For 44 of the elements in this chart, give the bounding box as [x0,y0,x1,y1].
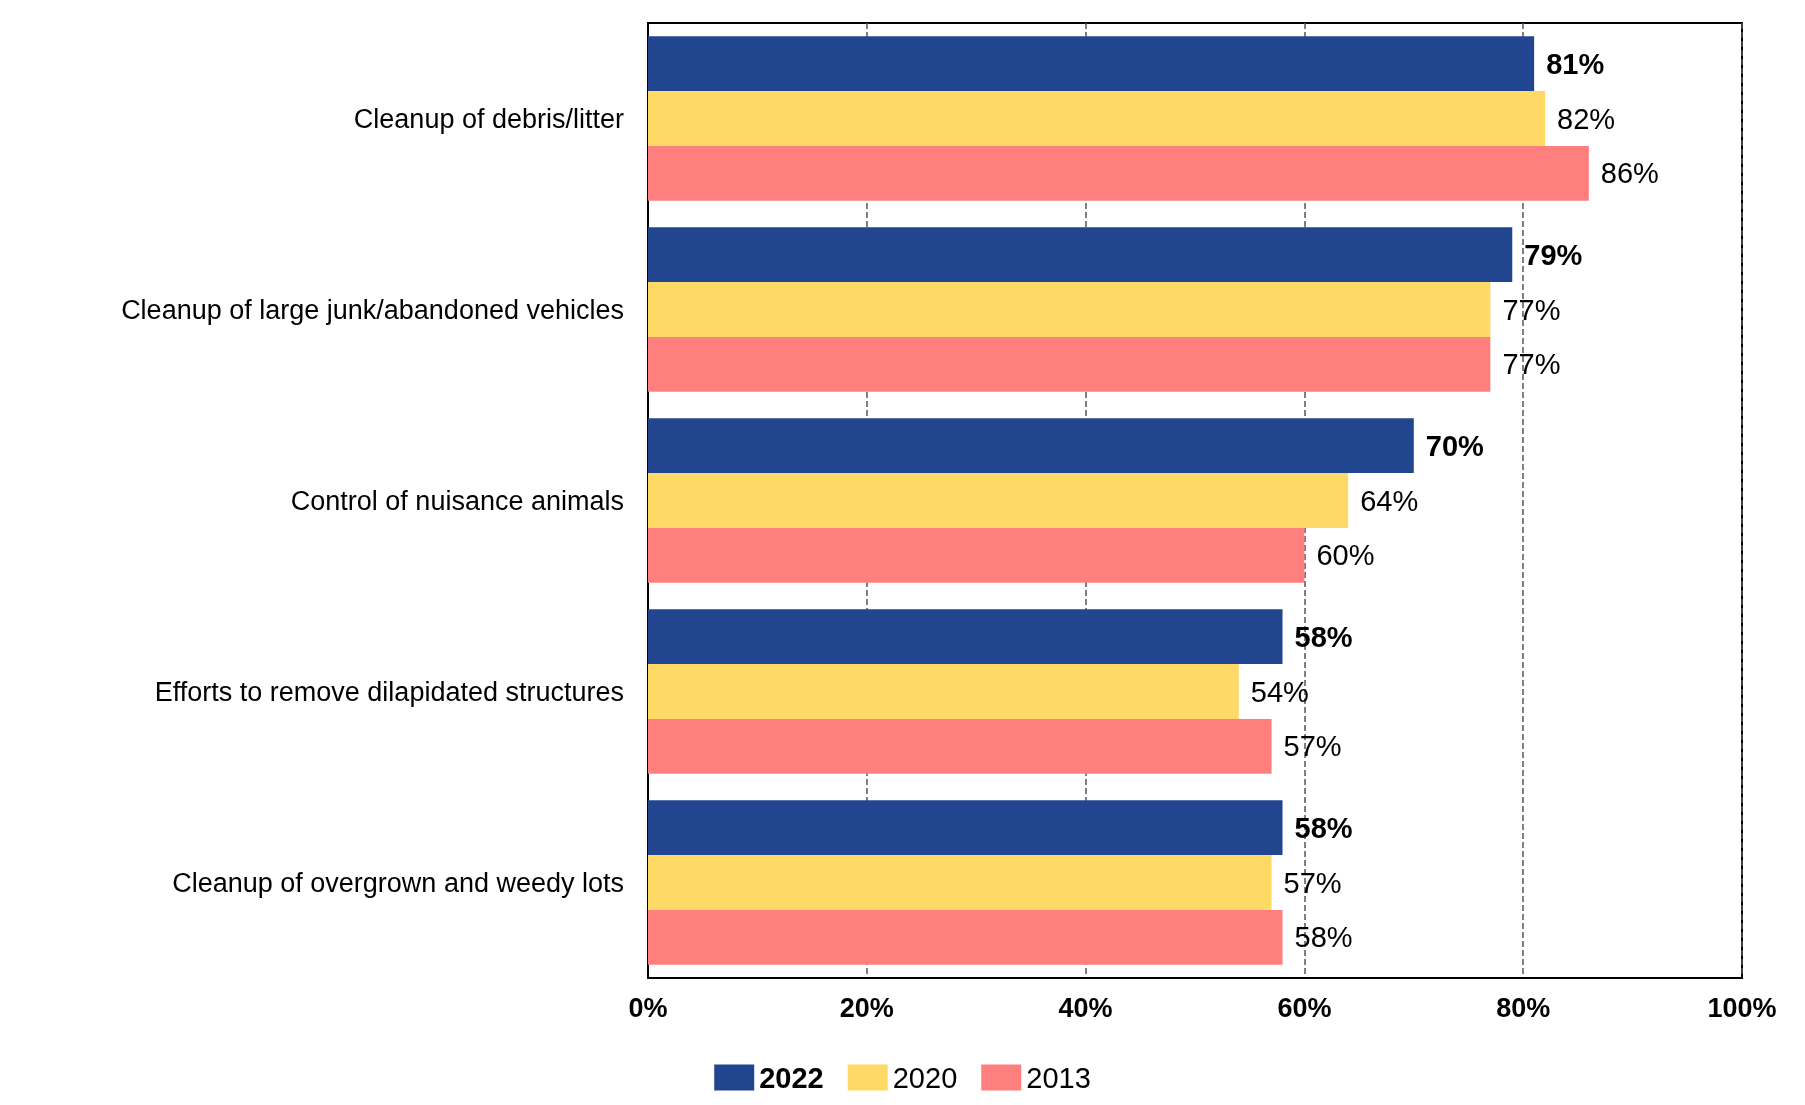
bar [648,145,1589,201]
bar [648,609,1283,665]
data-label: 58% [1294,921,1353,954]
data-label: 70% [1425,429,1485,462]
bar [648,800,1283,856]
y-tick-label: Cleanup of overgrown and weedy lots [172,867,624,898]
bar [648,718,1272,774]
data-label: 86% [1600,157,1659,190]
data-label: 77% [1502,293,1561,326]
data-label: 60% [1316,539,1375,572]
x-tick-label: 0% [628,992,668,1023]
x-tick-label: 80% [1496,992,1551,1023]
data-label: 57% [1283,730,1342,763]
bar [648,473,1349,528]
data-label: 77% [1502,348,1561,381]
bar [648,227,1513,283]
bar [648,36,1535,92]
x-tick-label: 40% [1058,992,1113,1023]
bar [648,664,1239,719]
data-label: 82% [1557,102,1616,135]
legend-label: 2022 [759,1061,824,1094]
data-label: 81% [1546,47,1605,80]
bar [648,91,1546,146]
data-label: 57% [1283,866,1342,899]
y-tick-label: Control of nuisance animals [290,485,624,516]
y-tick-label: Cleanup of debris/litter [353,103,624,134]
y-tick-label: Efforts to remove dilapidated structures [154,676,624,707]
legend-label: 2020 [892,1061,958,1094]
bar [648,336,1491,392]
data-label: 54% [1250,675,1309,708]
legend-label: 2013 [1026,1061,1091,1094]
bar [648,909,1283,965]
data-label: 64% [1360,484,1419,517]
data-label: 79% [1524,238,1583,271]
bar [648,855,1272,910]
data-label: 58% [1294,811,1353,844]
y-tick-label: Cleanup of large junk/abandoned vehicles [121,294,624,325]
bar [648,418,1414,474]
x-tick-label: 100% [1707,992,1777,1023]
bar [648,527,1305,583]
x-tick-label: 60% [1277,992,1332,1023]
bar [648,282,1491,337]
x-tick-label: 20% [839,992,894,1023]
data-label: 58% [1294,620,1353,653]
